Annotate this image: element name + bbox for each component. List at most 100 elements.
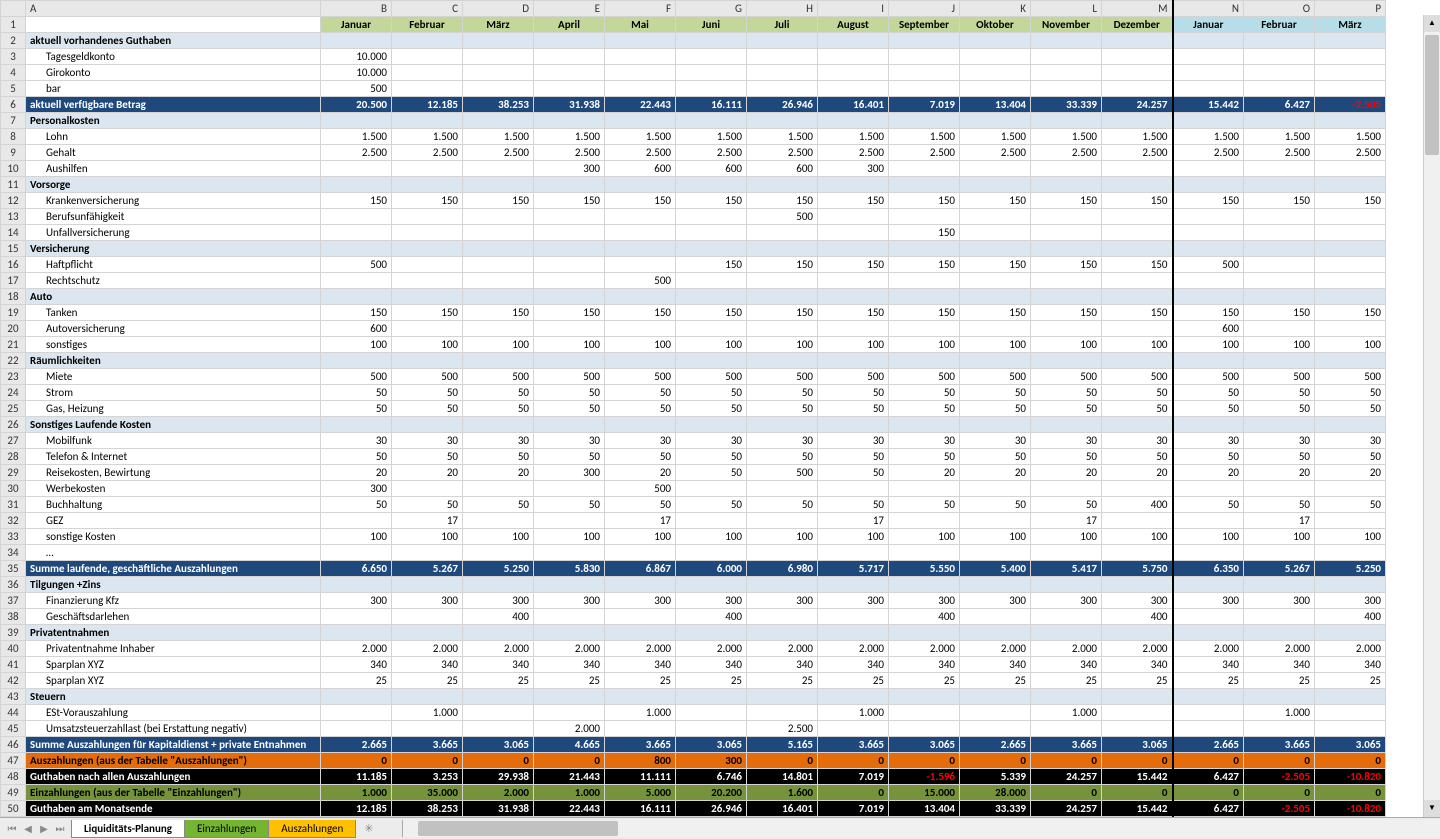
cell[interactable]: 300 [818,161,889,177]
row-header-39[interactable]: 39 [1,625,26,641]
cell[interactable] [1244,209,1315,225]
cell[interactable] [818,545,889,561]
cell[interactable] [463,241,534,257]
cell[interactable] [1244,689,1315,705]
cell[interactable]: 2.000 [534,721,605,737]
row-header-38[interactable]: 38 [1,609,26,625]
select-all-corner[interactable] [1,1,26,17]
cell[interactable]: 1.500 [818,129,889,145]
cell[interactable]: 25 [1244,673,1315,689]
cell[interactable] [1315,65,1386,81]
cell[interactable]: 30 [1244,433,1315,449]
section-label[interactable]: Auto [26,289,321,305]
cell[interactable]: 1.000 [1244,705,1315,721]
cell[interactable]: 340 [534,657,605,673]
cell[interactable] [676,33,747,49]
cell[interactable] [321,721,392,737]
cell[interactable]: 100 [1031,337,1102,353]
cell[interactable]: 150 [463,193,534,209]
spreadsheet-grid[interactable]: ABCDEFGHIJKLMNOP1JanuarFebruarMärzAprilM… [0,0,1440,817]
row-header-17[interactable]: 17 [1,273,26,289]
cell[interactable]: 50 [1031,497,1102,513]
cell[interactable] [605,417,676,433]
cell[interactable] [1102,353,1173,369]
cell[interactable]: 20 [1173,465,1244,481]
cell[interactable]: 15.442 [1102,769,1173,785]
cell[interactable]: 340 [1173,657,1244,673]
cell[interactable] [1173,209,1244,225]
cell[interactable] [818,273,889,289]
cell[interactable]: 50 [534,385,605,401]
cell[interactable]: 50 [605,449,676,465]
row-label[interactable]: Strom [26,385,321,401]
cell[interactable]: 2.000 [463,785,534,801]
row-header-13[interactable]: 13 [1,209,26,225]
cell[interactable]: 100 [463,337,534,353]
month-header[interactable]: Februar [392,17,463,33]
cell[interactable]: 20.200 [676,785,747,801]
cell[interactable]: 20.500 [321,97,392,113]
cell[interactable] [1031,225,1102,241]
cell[interactable]: 1.500 [889,129,960,145]
col-header-E[interactable]: E [534,1,605,17]
cell[interactable]: 25 [605,673,676,689]
cell[interactable]: 16.111 [676,97,747,113]
cell[interactable]: 26.946 [747,97,818,113]
cell[interactable] [676,113,747,129]
cell[interactable]: 30 [605,433,676,449]
cell[interactable] [1031,81,1102,97]
cell[interactable]: 3.065 [1102,737,1173,753]
col-header-B[interactable]: B [321,1,392,17]
cell[interactable]: 500 [1315,369,1386,385]
cell[interactable]: 300 [463,593,534,609]
cell[interactable] [463,289,534,305]
cell[interactable] [463,225,534,241]
cell[interactable] [1173,49,1244,65]
cell[interactable]: 2.500 [889,145,960,161]
cell[interactable] [463,481,534,497]
cell[interactable]: 0 [960,753,1031,769]
cell[interactable]: 20 [321,465,392,481]
row-label[interactable]: Finanzierung Kfz [26,593,321,609]
cell[interactable] [392,65,463,81]
month-header-y2[interactable]: Februar [1244,17,1315,33]
cell[interactable]: 20 [463,465,534,481]
cell[interactable] [1244,81,1315,97]
cell[interactable]: 0 [463,753,534,769]
cell[interactable] [747,65,818,81]
cell[interactable] [818,481,889,497]
cell[interactable] [1173,241,1244,257]
row-label[interactable]: Autoversicherung [26,321,321,337]
cell[interactable] [1173,721,1244,737]
cell[interactable] [463,513,534,529]
cell[interactable] [392,113,463,129]
cell[interactable] [1244,289,1315,305]
cell[interactable]: 800 [605,753,676,769]
cell[interactable]: 150 [818,193,889,209]
section-label[interactable]: Privatentnahmen [26,625,321,641]
cell[interactable]: 100 [1173,337,1244,353]
cell[interactable] [463,577,534,593]
row-header-26[interactable]: 26 [1,417,26,433]
cell[interactable]: 100 [818,337,889,353]
cell[interactable] [321,353,392,369]
cell[interactable]: 150 [747,305,818,321]
cell[interactable] [1315,113,1386,129]
cell[interactable] [463,49,534,65]
horizontal-scrollbar[interactable] [402,820,1440,837]
cell[interactable]: 5.267 [1244,561,1315,577]
cell[interactable]: 100 [1102,529,1173,545]
cell[interactable] [463,721,534,737]
cell[interactable]: 15.442 [1102,801,1173,817]
cell[interactable]: 25 [889,673,960,689]
month-header[interactable]: September [889,17,960,33]
cell[interactable] [676,49,747,65]
cell[interactable] [534,481,605,497]
cell[interactable]: -2.505 [1244,769,1315,785]
cell[interactable]: 50 [1031,449,1102,465]
cell[interactable] [747,577,818,593]
cell[interactable]: 5.417 [1031,561,1102,577]
cell[interactable]: 25 [1102,673,1173,689]
cell[interactable]: 50 [960,449,1031,465]
cell[interactable]: 17 [818,513,889,529]
